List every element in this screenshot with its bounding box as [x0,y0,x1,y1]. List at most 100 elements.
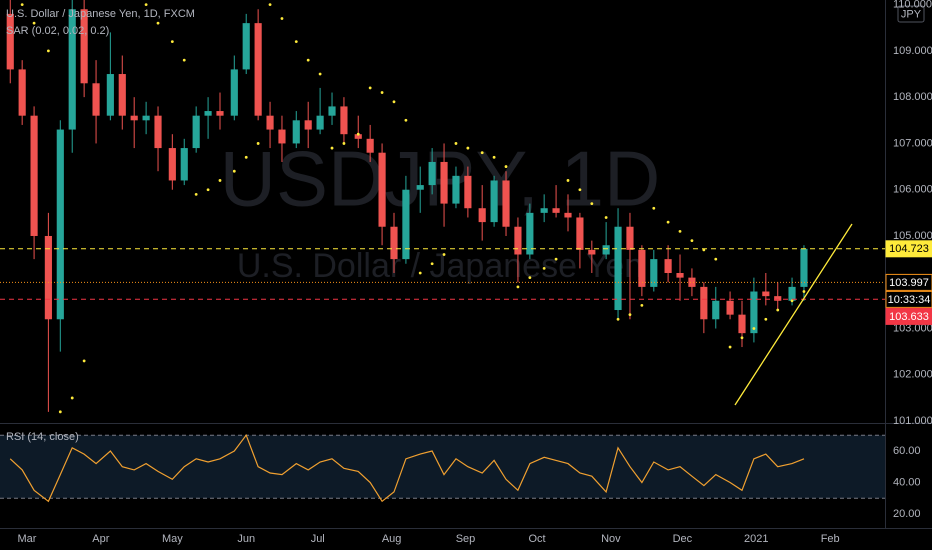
candle-body [316,115,324,130]
sar-dot [628,313,632,317]
sar-dot [268,3,272,7]
candle-body [118,74,126,116]
candle-body [304,120,312,130]
sar-dot [466,146,470,150]
sar-dot [194,192,198,196]
y-tick-label: 106.000 [893,184,932,196]
watermark-subtitle: U.S. Dollar / Japanese Yen [237,247,643,285]
sar-dot [714,257,718,261]
sar-dot [728,345,732,349]
candle-body [428,161,436,186]
sar-dot [306,58,310,62]
candle-body [464,175,472,209]
sar-dot [70,396,74,400]
candle-body [700,286,708,320]
candle-body [390,226,398,260]
sar-dot [156,21,160,25]
candle-body [30,115,38,236]
candle-body [130,115,138,121]
candle-body [142,115,150,121]
candle-body [564,212,572,218]
sar-dot [430,262,434,266]
candle-body [44,235,52,320]
sar-dot [256,142,260,145]
sar-dot [640,303,644,307]
candle-body [402,189,410,260]
rsi-pane [0,433,885,503]
candle-body [254,23,262,116]
price-label-box [885,240,932,258]
sar-dot [206,188,210,192]
candle-body [526,212,534,255]
candle-body [180,148,188,181]
sar-dot [46,49,50,53]
candle-body [328,106,336,116]
candle-body [18,69,26,116]
currency-box[interactable] [897,5,925,23]
candle-body [774,296,782,301]
sar-dot [554,257,558,261]
candle-body [216,111,224,116]
candle-body [452,175,460,204]
candle-body [688,277,696,287]
sar-dot [616,317,620,321]
candle-body [192,115,200,149]
sar-dot [404,118,408,122]
sar-dot [528,276,532,280]
sar-dot [492,155,496,159]
candle-body [540,208,548,213]
price-pane [0,0,885,414]
sar-dot [20,3,24,7]
price-label-box [885,307,932,325]
candle-body [416,185,424,190]
sar-dot [342,142,346,145]
chart-title: U.S. Dollar / Japanese Yen, 1D, FXCM [6,8,195,20]
sar-dot [32,21,36,25]
x-tick-label: 2021 [744,533,768,545]
candle-body [576,217,584,250]
x-tick-label: Sep [456,533,476,545]
candle-body [650,259,658,287]
currency-label[interactable]: JPY [901,8,922,20]
sar-dot [418,271,422,275]
candle-body [266,115,274,130]
sar-dot [802,290,806,293]
sar-dot [652,206,656,210]
candle-body [664,259,672,274]
x-tick-label: May [162,533,183,545]
x-tick-label: Nov [601,533,621,545]
y-tick-label: 60.00 [893,445,921,457]
x-tick-label: Feb [821,533,840,545]
sar-dot [790,299,794,303]
x-tick-label: Apr [92,533,109,545]
y-tick-label: 105.000 [893,230,932,242]
sar-dot [244,155,248,159]
sar-dot [454,142,458,145]
y-tick-label: 107.000 [893,137,932,149]
candle-body [712,300,720,320]
sar-dot [516,285,520,289]
candle-body [800,248,808,287]
candle-body [56,129,64,320]
sar-dot [566,179,570,182]
rsi-title: RSI (14, close) [6,431,79,443]
candle-body [788,286,796,301]
candle-body [92,83,100,116]
candle-body [154,115,162,149]
sar-dot [330,146,334,150]
sar-dot [58,410,62,414]
x-tick-label: Jun [237,533,255,545]
candle-body [378,152,386,227]
candle-body [726,300,734,315]
sar-dot [776,308,780,312]
sar-dot [144,3,148,7]
sar-dot [182,58,186,62]
indicator-label: SAR (0.02, 0.02, 0.2) [6,25,109,37]
candle-body [6,13,14,70]
candle-body [762,291,770,297]
sar-dot [442,253,446,256]
y-tick-label: 101.000 [893,415,932,427]
sar-dot [356,132,360,136]
sar-dot [368,86,372,90]
